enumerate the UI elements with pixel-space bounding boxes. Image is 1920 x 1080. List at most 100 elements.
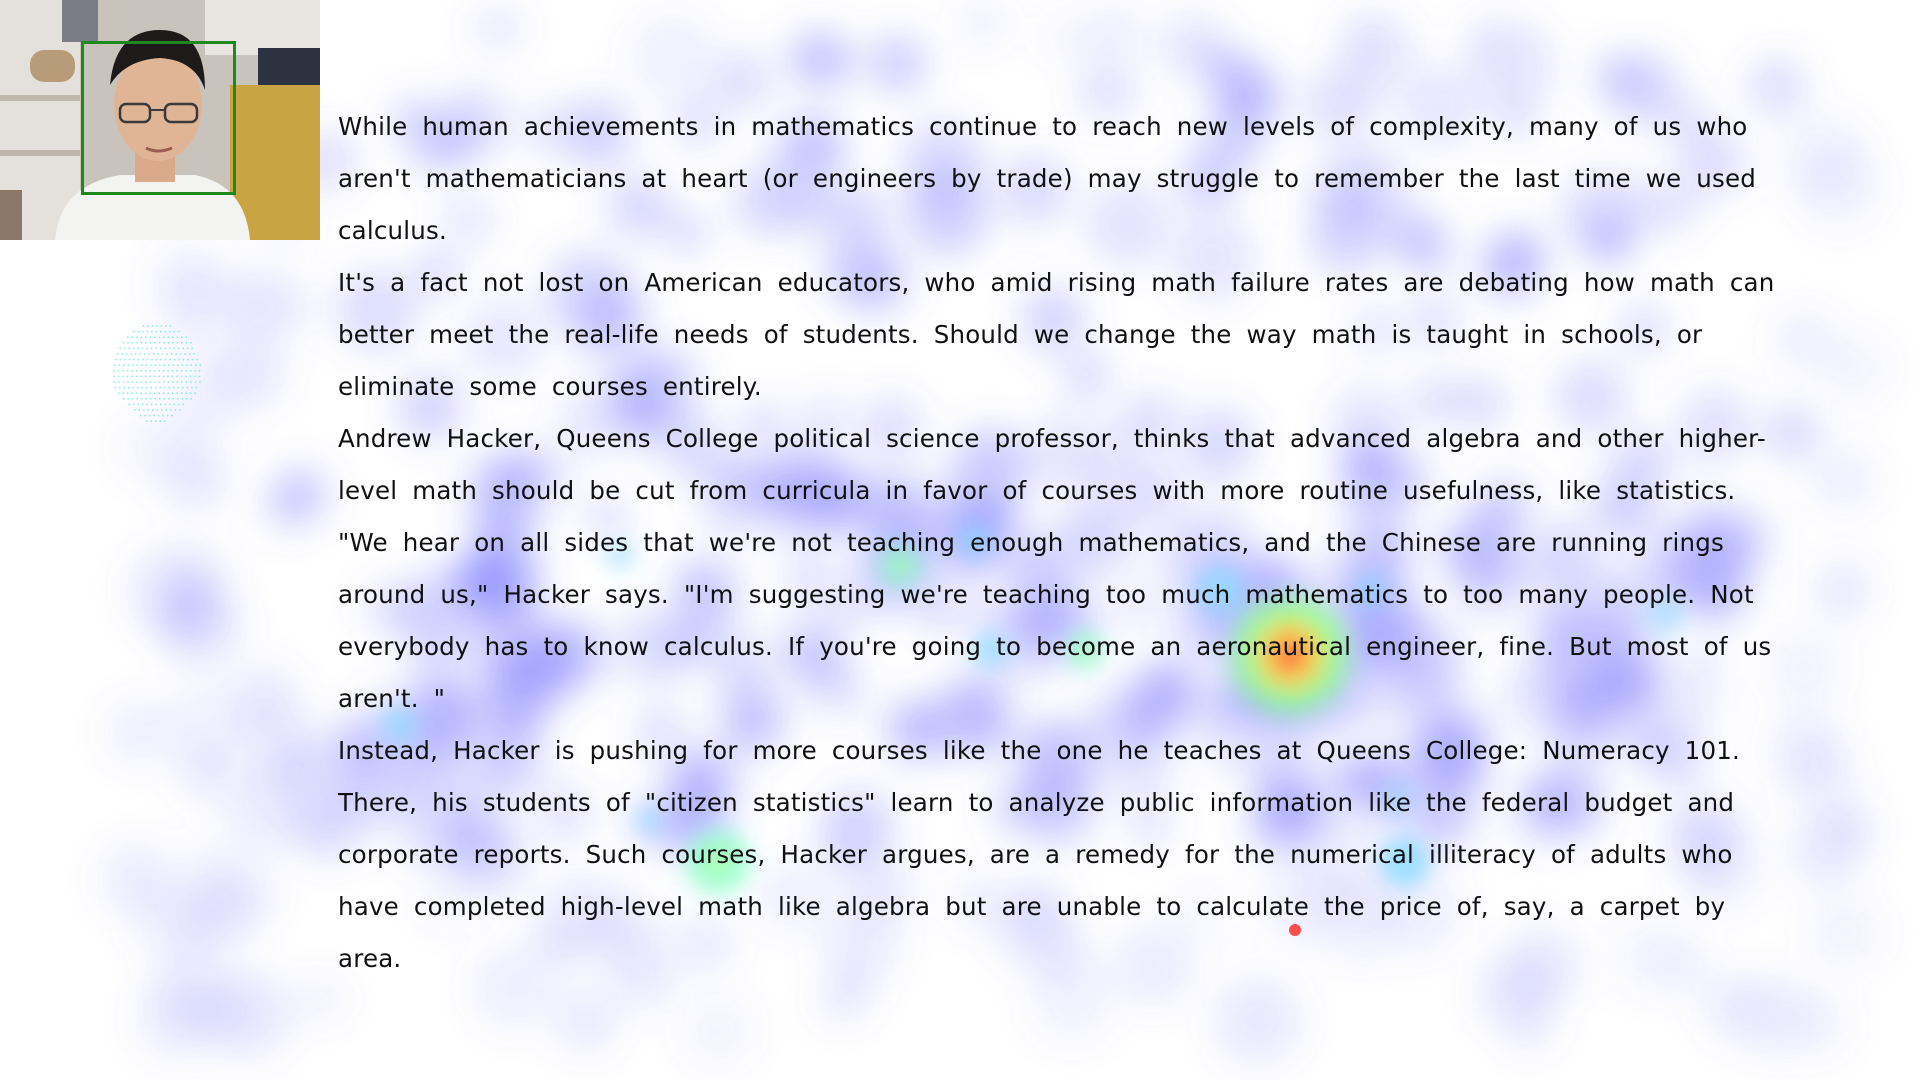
- heat-blob: [1730, 974, 1812, 1056]
- mesh-point: [124, 359, 126, 361]
- mesh-point: [122, 376, 124, 378]
- mesh-point: [147, 359, 149, 361]
- mesh-point: [159, 420, 161, 422]
- mesh-point: [159, 387, 161, 389]
- mesh-point: [158, 376, 160, 378]
- heat-blob: [152, 248, 222, 318]
- mesh-point: [126, 353, 128, 355]
- mesh-point: [136, 381, 138, 383]
- mesh-point: [186, 398, 188, 400]
- heat-blob: [261, 481, 313, 533]
- mesh-point: [131, 376, 133, 378]
- mesh-point: [146, 387, 148, 389]
- mesh-point: [167, 370, 169, 372]
- mesh-point: [187, 348, 189, 350]
- mesh-point: [175, 353, 177, 355]
- mesh-point: [172, 398, 174, 400]
- mesh-point: [180, 353, 182, 355]
- heat-blob: [178, 743, 234, 799]
- mesh-point: [190, 364, 192, 366]
- mesh-point: [190, 381, 192, 383]
- mesh-point: [163, 392, 165, 394]
- mesh-point: [164, 387, 166, 389]
- mesh-point: [152, 409, 154, 411]
- mesh-point: [177, 398, 179, 400]
- mesh-point: [136, 392, 138, 394]
- mesh-point: [181, 398, 183, 400]
- mesh-point: [162, 415, 164, 417]
- mesh-point: [195, 381, 197, 383]
- heat-blob: [782, 30, 836, 84]
- mesh-point: [132, 342, 134, 344]
- mesh-point: [132, 364, 134, 366]
- mesh-point: [182, 348, 184, 350]
- mesh-point: [196, 359, 198, 361]
- mesh-point: [158, 336, 160, 338]
- mesh-point: [181, 392, 183, 394]
- mesh-point: [142, 325, 144, 327]
- mesh-point: [128, 348, 130, 350]
- heat-blob: [183, 841, 237, 895]
- heat-blob: [107, 700, 171, 764]
- mesh-point: [181, 381, 183, 383]
- heat-blob: [555, 990, 617, 1052]
- mesh-point: [114, 387, 116, 389]
- mesh-point: [119, 348, 121, 350]
- mesh-point: [158, 370, 160, 372]
- mesh-point: [147, 325, 149, 327]
- mesh-point: [199, 370, 201, 372]
- heat-blob: [1797, 145, 1881, 229]
- mesh-point: [150, 342, 152, 344]
- mesh-point: [167, 376, 169, 378]
- mesh-point: [160, 404, 162, 406]
- mesh-point: [144, 415, 146, 417]
- mesh-point: [185, 392, 187, 394]
- mesh-point: [139, 353, 141, 355]
- mesh-point: [199, 376, 201, 378]
- mesh-point: [169, 331, 171, 333]
- mesh-point: [140, 376, 142, 378]
- heat-blob: [224, 267, 298, 341]
- mesh-point: [122, 392, 124, 394]
- mesh-point: [153, 353, 155, 355]
- mesh-point: [132, 387, 134, 389]
- mesh-point: [167, 392, 169, 394]
- heat-blob: [101, 843, 173, 915]
- heat-blob: [1819, 334, 1889, 404]
- mesh-point: [123, 381, 125, 383]
- mesh-point: [141, 398, 143, 400]
- mesh-point: [155, 420, 157, 422]
- mesh-point: [148, 353, 150, 355]
- mesh-point: [159, 342, 161, 344]
- mesh-point: [150, 398, 152, 400]
- heat-blob: [159, 583, 243, 667]
- mesh-point: [163, 376, 165, 378]
- mesh-point: [173, 404, 175, 406]
- face-mesh-icon: [108, 320, 208, 430]
- mesh-point: [164, 420, 166, 422]
- heat-blob: [1592, 52, 1640, 100]
- mesh-point: [171, 415, 173, 417]
- mesh-point: [145, 342, 147, 344]
- heat-blob: [301, 978, 343, 1020]
- mesh-point: [129, 359, 131, 361]
- mesh-point: [137, 331, 139, 333]
- heat-blob: [473, 3, 523, 53]
- heat-blob: [213, 863, 275, 925]
- mesh-point: [156, 409, 158, 411]
- mesh-point: [167, 336, 169, 338]
- mesh-point: [155, 348, 157, 350]
- mesh-point: [140, 392, 142, 394]
- mesh-point: [141, 364, 143, 366]
- mesh-point: [194, 376, 196, 378]
- mesh-point: [181, 370, 183, 372]
- mesh-point: [127, 392, 129, 394]
- heat-blob: [179, 978, 253, 1052]
- heat-blob: [1339, 11, 1391, 63]
- heat-blob: [157, 583, 223, 649]
- mesh-point: [181, 376, 183, 378]
- mesh-point: [118, 370, 120, 372]
- heat-blob: [1159, 12, 1225, 78]
- reading-passage: While human achievements in mathematics …: [338, 101, 1788, 985]
- mesh-point: [156, 359, 158, 361]
